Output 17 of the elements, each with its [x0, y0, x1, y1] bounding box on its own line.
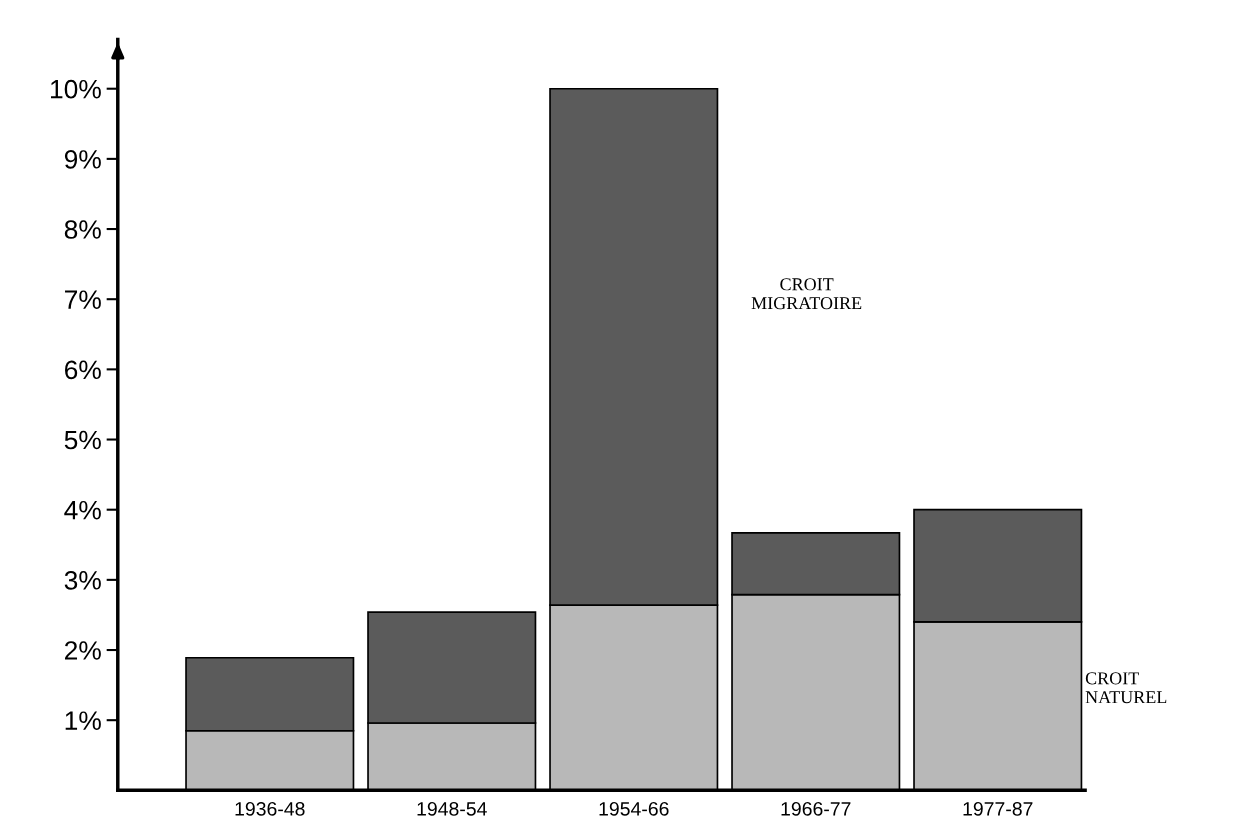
y-tick-label: 1% [65, 711, 101, 730]
x-tick-label: 1954-66 [599, 801, 669, 816]
y-tick-label: 10% [51, 79, 101, 99]
y-tick-label: 5% [64, 430, 101, 450]
y-tick-label: 7% [65, 290, 101, 309]
y-tick-label: 3% [64, 570, 101, 590]
y-tick-label: 6% [65, 360, 101, 380]
series-label: CROIT NATUREL [1085, 672, 1167, 704]
y-tick-label: 2% [65, 641, 101, 660]
series-label: CROIT MIGRATOIRE [751, 278, 862, 310]
x-tick-label: 1977-87 [963, 801, 1033, 816]
x-tick-label: 1966-77 [781, 801, 851, 816]
y-tick-label: 4% [64, 500, 101, 520]
y-tick-label: 9% [64, 150, 101, 169]
x-tick-label: 1936-48 [235, 801, 305, 816]
y-tick-label: 8% [64, 220, 101, 239]
x-tick-label: 1948-54 [417, 801, 487, 816]
